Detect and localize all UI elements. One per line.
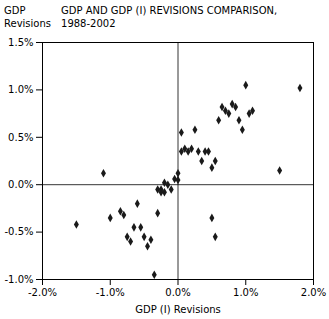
svg-text:2.0%: 2.0% [301, 287, 326, 298]
svg-text:-2.0%: -2.0% [28, 287, 57, 298]
svg-text:1.5%: 1.5% [8, 37, 33, 48]
svg-text:-0.5%: -0.5% [4, 226, 33, 237]
svg-text:-1.0%: -1.0% [4, 274, 33, 285]
html-text:GDP Revisions: GDP Revisions [4, 5, 51, 29]
html-text:GDP AND GDP (I) REVISIONS COMP: GDP AND GDP (I) REVISIONS COMPARISON, 19… [61, 5, 278, 29]
svg-text:0.0%: 0.0% [165, 287, 190, 298]
svg-text:1.0%: 1.0% [233, 287, 258, 298]
svg-text:1.0%: 1.0% [8, 84, 33, 95]
svg-text:-1.0%: -1.0% [96, 287, 125, 298]
svg-text:0.0%: 0.0% [8, 179, 33, 190]
svg-text:GDP (I) Revisions: GDP (I) Revisions [135, 304, 221, 315]
svg-text:0.5%: 0.5% [8, 132, 33, 143]
